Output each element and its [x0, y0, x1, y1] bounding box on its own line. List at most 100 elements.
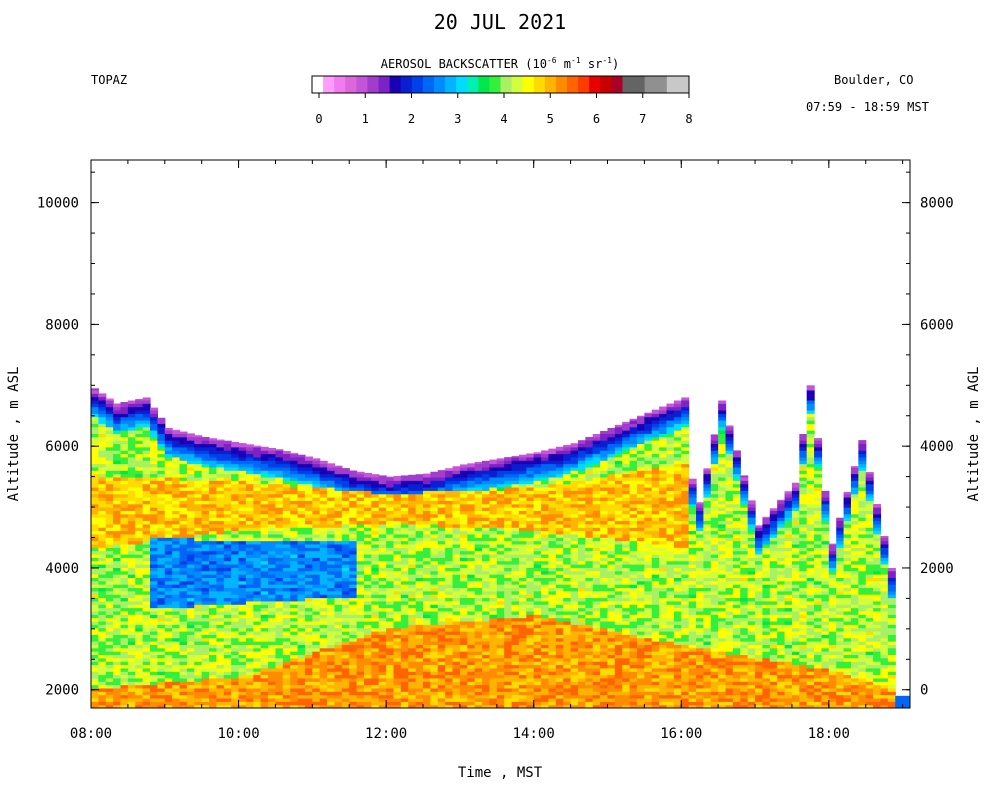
heatmap-cell	[238, 563, 247, 568]
heatmap-cell	[127, 540, 136, 545]
heatmap-cell	[518, 607, 527, 612]
heatmap-cell	[334, 517, 343, 522]
heatmap-cell	[135, 617, 144, 622]
heatmap-cell	[238, 550, 247, 555]
heatmap-cell	[371, 480, 380, 485]
heatmap-cell	[334, 701, 343, 706]
heatmap-cell	[518, 667, 527, 672]
heatmap-cell	[194, 697, 203, 702]
heatmap-cell	[437, 614, 446, 619]
heatmap-cell	[201, 664, 210, 669]
heatmap-cell	[364, 654, 372, 659]
heatmap-cell	[135, 580, 144, 585]
colorbar-tick-label: 0	[315, 112, 322, 126]
heatmap-cell	[459, 523, 468, 528]
heatmap-cell	[378, 476, 387, 481]
heatmap-cell	[91, 426, 99, 431]
heatmap-cell	[489, 600, 498, 605]
heatmap-cell	[526, 483, 535, 488]
heatmap-cell	[297, 647, 306, 652]
heatmap-cell	[127, 563, 136, 568]
heatmap-cell	[172, 493, 181, 498]
heatmap-cell	[496, 466, 505, 471]
heatmap-cell	[415, 604, 424, 609]
heatmap-cell	[150, 617, 159, 622]
heatmap-cell	[253, 697, 262, 702]
heatmap-cell	[157, 497, 166, 501]
heatmap-cell	[312, 630, 321, 635]
heatmap-cell	[319, 600, 328, 605]
heatmap-cell	[511, 567, 520, 572]
heatmap-cell	[98, 651, 107, 656]
heatmap-cell	[341, 530, 350, 535]
heatmap-cell	[157, 423, 166, 428]
heatmap-cell	[312, 460, 321, 465]
heatmap-cell	[371, 574, 380, 578]
heatmap-cell	[496, 701, 505, 706]
heatmap-cell	[150, 694, 159, 699]
heatmap-cell	[526, 507, 535, 512]
heatmap-cell	[356, 607, 365, 612]
heatmap-cell	[127, 547, 136, 552]
heatmap-cell	[290, 453, 299, 458]
chart-title: 20 JUL 2021	[433, 10, 567, 34]
heatmap-cell	[297, 500, 306, 505]
heatmap-cell	[452, 681, 461, 686]
heatmap-cell	[482, 577, 491, 582]
heatmap-cell	[135, 446, 144, 451]
heatmap-cell	[260, 597, 269, 602]
heatmap-cell	[423, 543, 432, 548]
heatmap-cell	[127, 416, 136, 421]
heatmap-cell	[437, 610, 446, 615]
heatmap-cell	[98, 406, 107, 411]
heatmap-cell	[327, 476, 336, 481]
heatmap-cell	[437, 651, 446, 656]
heatmap-cell	[430, 701, 439, 706]
heatmap-cell	[541, 466, 550, 471]
heatmap-cell	[275, 614, 284, 619]
heatmap-cell	[282, 620, 291, 625]
heatmap-cell	[142, 590, 151, 595]
heatmap-cell	[304, 553, 313, 558]
heatmap-cell	[430, 547, 439, 552]
heatmap-cell	[319, 634, 328, 639]
heatmap-cell	[194, 614, 203, 619]
heatmap-cell	[150, 473, 159, 478]
heatmap-cell	[467, 657, 476, 662]
heatmap-cell	[290, 664, 299, 669]
heatmap-cell	[378, 584, 387, 589]
heatmap-cell	[482, 480, 491, 485]
heatmap-cell	[548, 463, 557, 468]
heatmap-cell	[489, 567, 498, 572]
heatmap-cell	[489, 644, 498, 649]
heatmap-cell	[459, 600, 468, 605]
heatmap-cell	[452, 627, 461, 632]
heatmap-cell	[533, 684, 542, 689]
heatmap-cell	[393, 691, 402, 696]
heatmap-cell	[349, 587, 358, 592]
heatmap-cell	[172, 510, 181, 515]
heatmap-cell	[452, 513, 461, 518]
heatmap-cell	[142, 433, 151, 438]
heatmap-cell	[142, 594, 151, 599]
heatmap-cell	[467, 607, 476, 612]
heatmap-cell	[91, 388, 99, 391]
heatmap-cell	[459, 677, 468, 682]
heatmap-cell	[275, 486, 284, 491]
heatmap-cell	[452, 701, 461, 706]
heatmap-cell	[113, 450, 122, 455]
heatmap-cell	[179, 557, 188, 562]
heatmap-cell	[179, 547, 188, 552]
heatmap-cell	[371, 520, 380, 525]
heatmap-cell	[526, 681, 535, 686]
heatmap-cell	[157, 530, 166, 535]
heatmap-cell	[297, 677, 306, 682]
heatmap-cell	[518, 537, 527, 542]
heatmap-cell	[489, 657, 498, 662]
heatmap-cell	[209, 684, 218, 689]
heatmap-cell	[304, 647, 313, 652]
heatmap-cell	[349, 610, 358, 615]
heatmap-cell	[150, 486, 159, 491]
heatmap-cell	[319, 654, 328, 659]
heatmap-cell	[378, 483, 387, 488]
